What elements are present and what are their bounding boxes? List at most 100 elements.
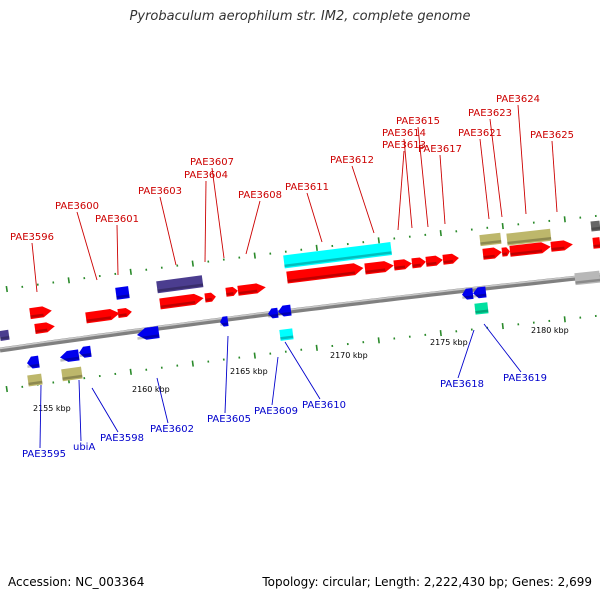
forward-gene-label: PAE3623 [468, 108, 512, 119]
forward-gene-shade [0, 335, 10, 340]
scale-label: 2175 kbp [430, 338, 468, 347]
reverse-gene-shape [474, 302, 489, 315]
forward-scale-tick [269, 252, 272, 255]
reverse-scale-tick [207, 360, 210, 363]
reverse-scale-tick [21, 385, 24, 388]
genome-backbone [0, 273, 600, 353]
forward-scale-tick [486, 226, 489, 229]
reverse-gene-shape [279, 328, 294, 341]
forward-gene-shape [286, 263, 364, 284]
forward-scale-tick [207, 260, 210, 263]
forward-scale-tick [145, 268, 148, 271]
forward-gene [283, 242, 392, 269]
reverse-scale-tick [114, 372, 117, 376]
reverse-callout-line [284, 341, 321, 400]
scale-label: 2160 kbp [132, 385, 170, 394]
forward-gene [590, 220, 600, 232]
forward-gene-label: PAE3608 [238, 190, 282, 201]
map-title: Pyrobaculum aerophilum str. IM2, complet… [129, 9, 471, 24]
reverse-scale-tick [377, 337, 380, 344]
forward-gene-shade [483, 254, 495, 259]
reverse-gene-shape [27, 355, 40, 369]
forward-gene [117, 308, 132, 319]
forward-scale-tick [455, 230, 458, 233]
forward-callout-line [351, 165, 375, 234]
forward-scale-tick [238, 256, 241, 259]
reverse-gene-shape [268, 307, 279, 319]
forward-gene-shape [204, 292, 216, 303]
forward-scale-tick [408, 235, 411, 238]
forward-gene [115, 286, 130, 300]
forward-scale-tick [331, 244, 334, 248]
forward-gene-shade [226, 292, 234, 296]
reverse-gene [27, 373, 43, 387]
forward-gene-shape [364, 261, 394, 275]
forward-gene [156, 275, 204, 294]
forward-gene [482, 247, 502, 260]
reverse-gene-shade [462, 295, 474, 299]
forward-scale-tick [377, 237, 380, 244]
reverse-callout-line [91, 387, 119, 433]
reverse-gene [462, 287, 474, 300]
reverse-callout-line [224, 335, 229, 414]
reverse-gene [61, 366, 83, 382]
forward-gene-label: PAE3604 [184, 170, 228, 181]
forward-gene [85, 309, 120, 324]
forward-gene-shade [502, 252, 508, 256]
reverse-gene-label: PAE3605 [207, 414, 251, 425]
forward-scale-tick [114, 272, 117, 276]
reverse-gene [220, 316, 229, 327]
forward-gene-shape [34, 322, 55, 334]
reverse-scale-tick [191, 360, 194, 367]
forward-scale-tick [501, 222, 504, 230]
reverse-scale-tick [346, 342, 349, 346]
forward-gene-shape [156, 275, 204, 294]
forward-callout-line [31, 242, 38, 293]
forward-callout-line [76, 211, 98, 281]
reverse-scale-tick [300, 348, 303, 351]
reverse-gene-shade [62, 374, 83, 381]
forward-gene-shape [393, 259, 412, 271]
reverse-scale-tick [470, 328, 473, 331]
forward-callout-line [403, 138, 413, 229]
reverse-scale-tick [83, 377, 86, 380]
reverse-scale-tick [362, 341, 365, 344]
forward-scale-tick [470, 228, 473, 231]
forward-gene-shape [225, 286, 238, 297]
forward-callout-line [479, 138, 490, 220]
reverse-gene-shape [27, 373, 43, 387]
forward-callout-line [517, 104, 527, 215]
forward-gene [442, 253, 459, 265]
forward-gene-shade [443, 259, 453, 264]
forward-gene [411, 257, 426, 269]
reverse-scale-tick [517, 323, 520, 326]
reverse-gene-shape [220, 316, 229, 327]
forward-scale-tick [129, 268, 132, 275]
forward-gene [34, 322, 55, 334]
topology-label: Topology: circular; Length: 2,222,430 bp… [262, 575, 592, 589]
forward-gene-label: PAE3615 [396, 116, 440, 127]
forward-gene-shade [157, 283, 204, 293]
forward-gene [425, 255, 443, 267]
forward-gene-label: PAE3601 [95, 214, 139, 225]
reverse-scale-tick [5, 385, 9, 393]
reverse-scale-tick [98, 374, 101, 378]
reverse-gene [278, 304, 292, 317]
reverse-callout-line [156, 377, 169, 424]
forward-scale-tick [21, 285, 24, 288]
forward-gene-shade [116, 294, 130, 299]
forward-gene-shape [0, 329, 10, 341]
reverse-scale-tick [439, 330, 442, 337]
forward-gene-shade [35, 328, 48, 333]
forward-gene-shape [85, 309, 120, 324]
forward-gene-label: PAE3596 [10, 232, 54, 243]
forward-scale-tick [191, 260, 194, 267]
forward-gene-shape [29, 306, 52, 320]
reverse-scale-tick [579, 316, 582, 319]
forward-gene [29, 306, 52, 320]
forward-scale-tick [253, 252, 256, 259]
forward-gene-shade [593, 244, 600, 248]
reverse-scale-tick [315, 344, 318, 351]
forward-callout-line [204, 180, 207, 263]
forward-scale-tick [160, 266, 163, 269]
